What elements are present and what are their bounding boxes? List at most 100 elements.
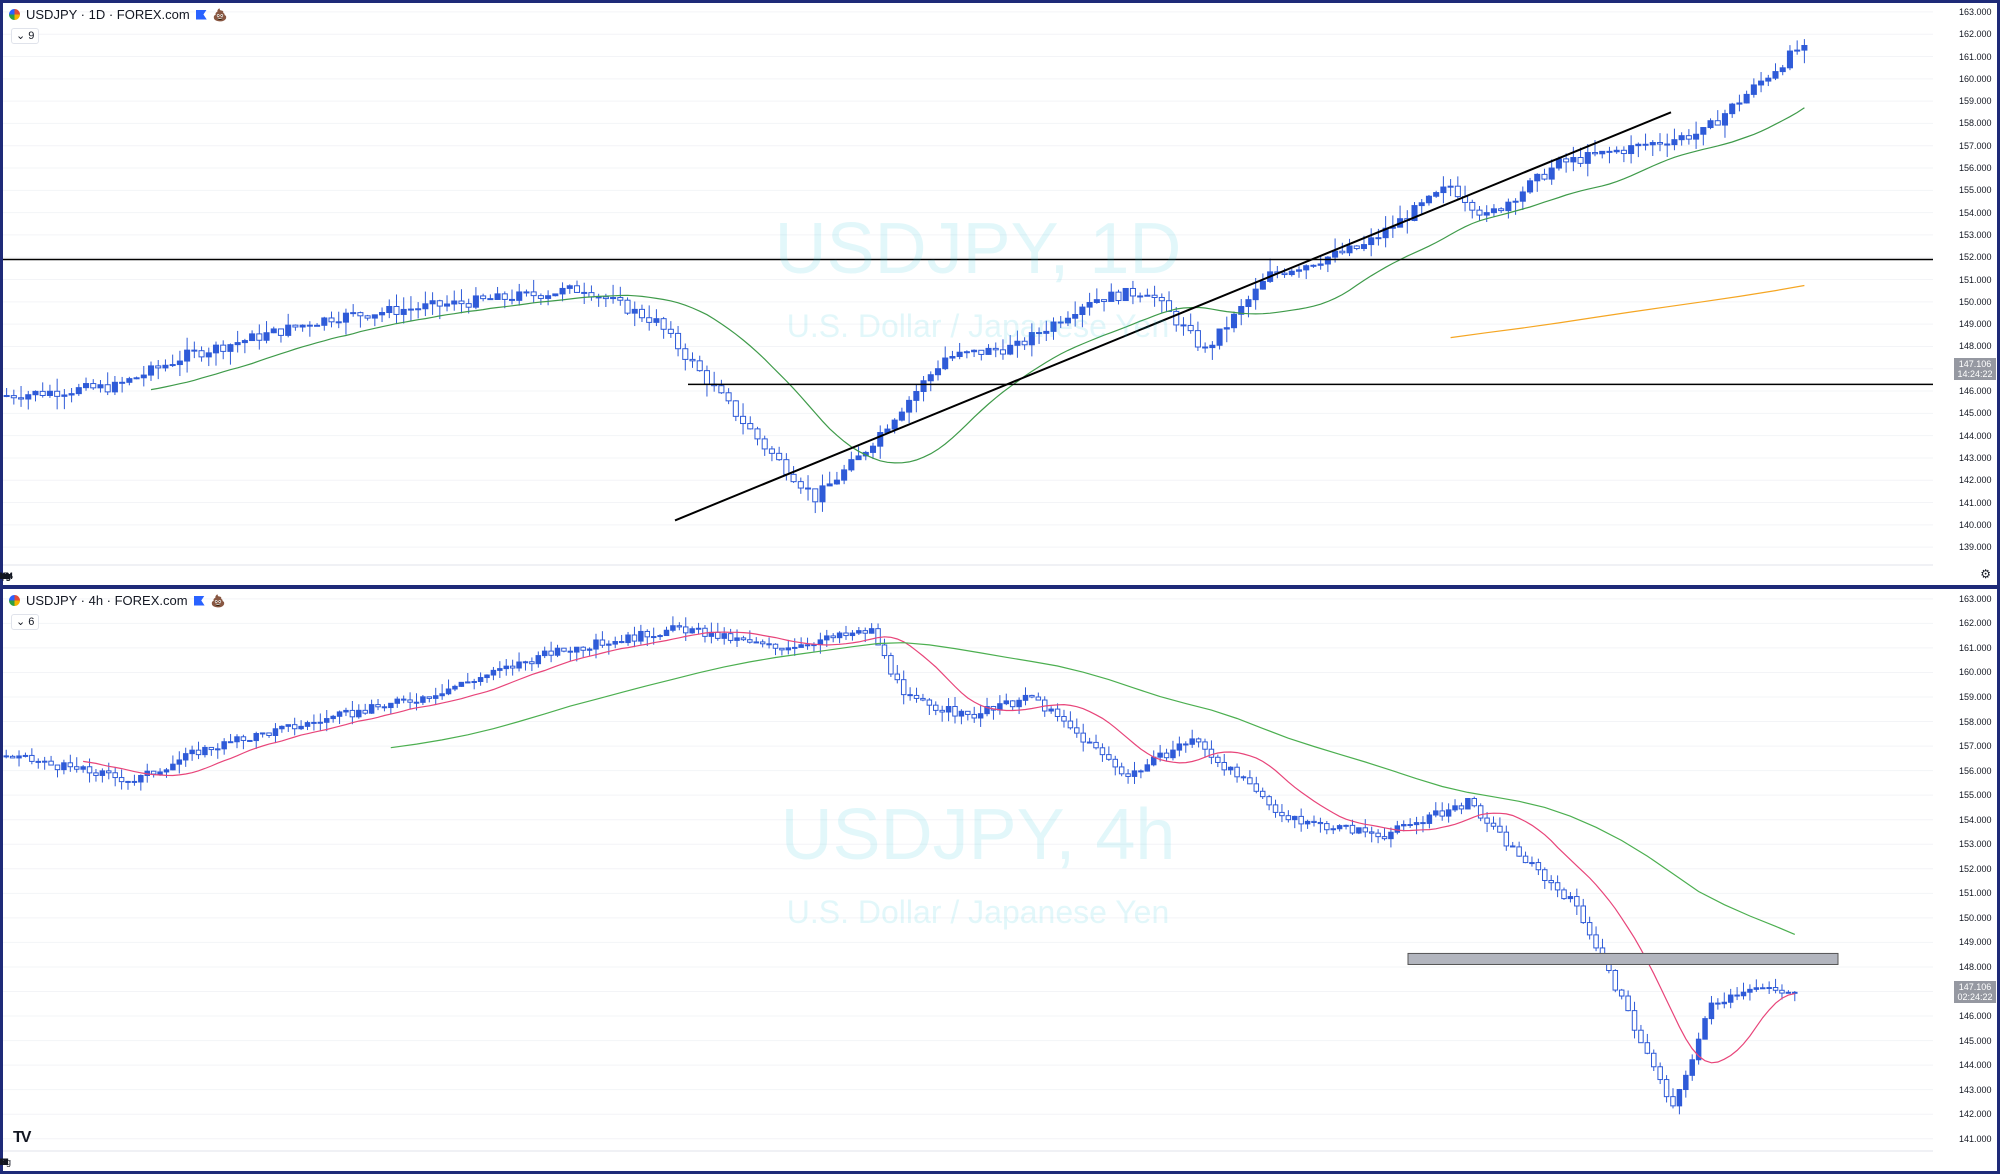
candle: [984, 705, 990, 715]
candle: [868, 628, 875, 634]
time-tick-label: 15: [0, 571, 9, 581]
4h-candlestick-chart[interactable]: [3, 589, 1953, 1171]
flag-icon[interactable]: [193, 595, 205, 606]
price-tick-label: 145.000: [1959, 1035, 1992, 1046]
price-axis[interactable]: 163.000 162.000 161.000 160.000 159.000 158.0…: [1953, 3, 1999, 586]
candle: [586, 648, 593, 651]
candle: [342, 312, 349, 323]
symbol-legend[interactable]: USDJPY · 4h · FOREX.com 💩: [9, 593, 226, 608]
candle: [1061, 716, 1067, 722]
candle: [73, 766, 80, 770]
symbol-legend-text[interactable]: USDJPY · 4h · FOREX.com: [26, 593, 188, 608]
candle: [913, 390, 920, 401]
candle: [208, 746, 215, 751]
candle: [732, 400, 739, 417]
time-tick-label: Oct: [0, 571, 11, 581]
candle: [618, 641, 625, 644]
candle: [956, 351, 963, 358]
price-tick-label: 161.000: [1959, 51, 1992, 62]
candle: [426, 696, 433, 699]
candle: [1176, 743, 1183, 751]
tradingview-logo[interactable]: TV: [13, 1129, 32, 1146]
candle: [1801, 45, 1808, 51]
candle: [1180, 324, 1187, 327]
poop-emoji-icon: 💩: [210, 593, 226, 608]
candle: [1151, 294, 1158, 299]
candle: [1642, 143, 1649, 146]
candle: [759, 641, 766, 645]
candle: [1484, 817, 1490, 824]
candle: [516, 291, 523, 301]
candle: [191, 349, 198, 352]
time-tick-label: 18: [0, 571, 9, 581]
candle: [1593, 934, 1599, 949]
candle: [46, 390, 53, 396]
candle: [945, 706, 952, 713]
candle: [487, 298, 494, 301]
price-tick-label: 144.000: [1959, 430, 1992, 441]
candle: [1394, 825, 1401, 833]
candle: [375, 704, 381, 708]
candle: [985, 347, 992, 355]
daily-candlestick-chart[interactable]: [3, 3, 1953, 586]
candle: [1747, 988, 1753, 993]
candle: [471, 681, 477, 684]
candle: [1356, 827, 1362, 834]
candle: [1759, 987, 1766, 990]
indicators-toggle[interactable]: ⌄ 6: [11, 614, 40, 630]
candle: [298, 725, 304, 730]
candle: [754, 428, 761, 440]
candle: [631, 634, 638, 642]
price-tick-label: 155.000: [1959, 790, 1992, 801]
candle: [804, 644, 811, 647]
candle: [291, 724, 298, 730]
candle: [1375, 237, 1382, 240]
candle: [791, 646, 798, 649]
time-tick-label: 16: [0, 571, 9, 581]
price-tick-label: 161.000: [1959, 642, 1992, 653]
candle: [272, 728, 279, 736]
candle: [1527, 180, 1534, 193]
candle: [1108, 291, 1115, 302]
price-tick-label: 149.000: [1959, 319, 1992, 330]
candle: [552, 293, 559, 297]
candle: [1758, 80, 1765, 86]
candle: [715, 631, 721, 639]
pane-divider[interactable]: [0, 585, 2000, 589]
candle: [1381, 836, 1388, 840]
candle: [83, 383, 90, 389]
price-axis[interactable]: 163.000 162.000 161.000 160.000 159.000 158.0…: [1953, 589, 1999, 1171]
candle: [1612, 970, 1619, 991]
candle: [522, 661, 529, 664]
candle: [824, 635, 830, 641]
chart-pane-4h[interactable]: USDJPY, 4h U.S. Dollar / Japanese Yen US…: [0, 589, 1996, 1171]
candle: [1584, 152, 1591, 164]
settings-gear-icon[interactable]: ⚙: [1980, 567, 1991, 581]
time-tick-label: 22: [0, 1157, 9, 1167]
price-tick-label: 143.000: [1959, 452, 1992, 463]
candle: [1483, 212, 1490, 216]
candle: [593, 639, 599, 650]
price-tick-label: 150.000: [1959, 912, 1992, 923]
price-tick-label: 158.000: [1959, 118, 1992, 129]
indicators-toggle[interactable]: ⌄ 9: [11, 28, 40, 44]
candle: [9, 755, 16, 759]
candle: [1542, 869, 1548, 881]
candle: [561, 647, 567, 652]
symbol-legend-text[interactable]: USDJPY · 1D · FOREX.com: [26, 7, 190, 22]
symbol-legend[interactable]: USDJPY · 1D · FOREX.com 💩: [9, 7, 228, 22]
candle: [1750, 84, 1757, 95]
candle: [1125, 773, 1131, 777]
candle: [1503, 831, 1510, 847]
candle: [817, 639, 824, 646]
candle: [1779, 67, 1786, 73]
candle: [740, 637, 747, 641]
flag-icon[interactable]: [195, 9, 207, 20]
candle: [253, 733, 259, 742]
chart-pane-daily[interactable]: USDJPY, 1D U.S. Dollar / Japanese Yen US…: [0, 3, 1996, 586]
candle: [1144, 294, 1151, 297]
candle: [881, 644, 888, 657]
candle: [1574, 896, 1580, 907]
candle: [1458, 805, 1465, 810]
candle: [330, 715, 336, 720]
